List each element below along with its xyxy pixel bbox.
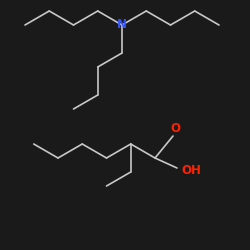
Text: O: O [170, 122, 180, 136]
Text: N: N [117, 18, 127, 32]
Text: OH: OH [181, 164, 201, 177]
